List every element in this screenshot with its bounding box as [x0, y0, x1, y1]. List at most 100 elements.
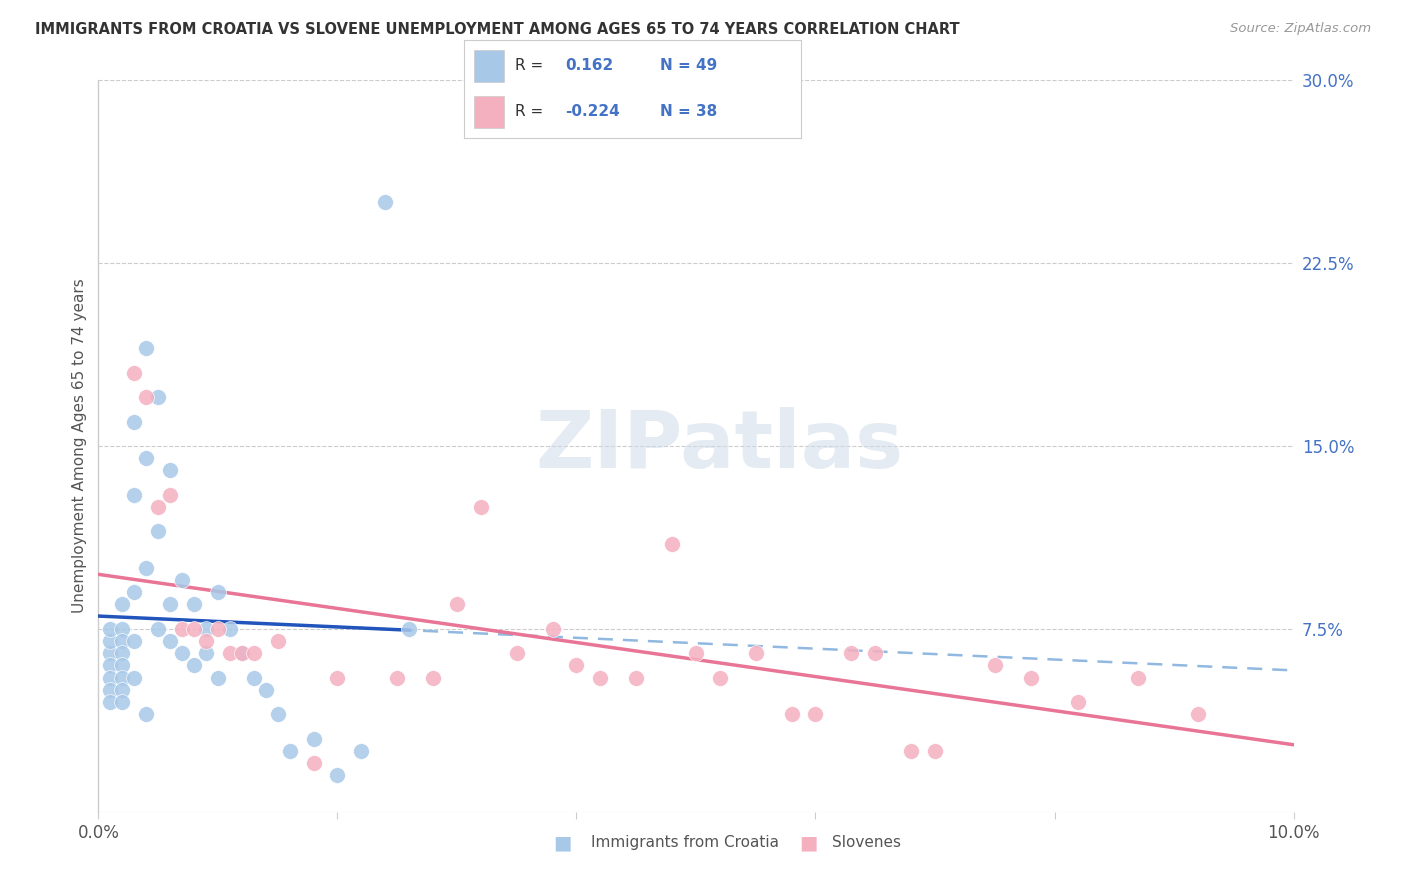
Bar	[474, 96, 505, 128]
Point	[135, 561, 157, 575]
Point	[1067, 695, 1090, 709]
Point	[278, 744, 301, 758]
Point	[350, 744, 373, 758]
Point	[470, 500, 492, 514]
Point	[1019, 671, 1042, 685]
Point	[111, 671, 134, 685]
Point	[135, 707, 157, 722]
Point	[745, 646, 768, 660]
Point	[172, 573, 194, 587]
Point	[183, 598, 205, 612]
Point	[243, 671, 266, 685]
Point	[100, 682, 122, 697]
Point	[267, 634, 290, 648]
Point	[422, 671, 444, 685]
Text: -0.224: -0.224	[565, 104, 620, 120]
Bar	[474, 50, 505, 82]
Point	[219, 622, 242, 636]
Point	[124, 634, 146, 648]
Point	[302, 731, 325, 746]
Point	[100, 646, 122, 660]
Point	[924, 744, 946, 758]
Point	[446, 598, 468, 612]
Point	[148, 500, 170, 514]
Point	[207, 622, 229, 636]
Point	[231, 646, 253, 660]
Point	[148, 524, 170, 539]
Text: ■: ■	[799, 833, 818, 853]
Point	[183, 622, 205, 636]
Point	[100, 634, 122, 648]
Text: ZIPatlas: ZIPatlas	[536, 407, 904, 485]
Point	[685, 646, 707, 660]
Point	[267, 707, 290, 722]
Point	[100, 695, 122, 709]
Point	[111, 695, 134, 709]
Y-axis label: Unemployment Among Ages 65 to 74 years: Unemployment Among Ages 65 to 74 years	[72, 278, 87, 614]
Point	[172, 646, 194, 660]
Text: Source: ZipAtlas.com: Source: ZipAtlas.com	[1230, 22, 1371, 36]
Point	[231, 646, 253, 660]
Point	[541, 622, 564, 636]
Point	[326, 768, 349, 782]
Text: R =: R =	[515, 58, 543, 73]
Text: ■: ■	[553, 833, 572, 853]
Point	[124, 488, 146, 502]
Point	[135, 451, 157, 466]
Point	[111, 598, 134, 612]
Point	[111, 622, 134, 636]
Point	[100, 671, 122, 685]
Point	[661, 536, 683, 550]
Point	[589, 671, 612, 685]
Point	[984, 658, 1007, 673]
Text: R =: R =	[515, 104, 543, 120]
Point	[159, 488, 181, 502]
Point	[135, 390, 157, 404]
Point	[1187, 707, 1209, 722]
Point	[626, 671, 648, 685]
Point	[1128, 671, 1150, 685]
Point	[172, 622, 194, 636]
Point	[100, 622, 122, 636]
Point	[709, 671, 731, 685]
Point	[159, 598, 181, 612]
Point	[195, 634, 218, 648]
Point	[374, 195, 396, 210]
Point	[506, 646, 529, 660]
Point	[302, 756, 325, 770]
Point	[148, 622, 170, 636]
Point	[111, 646, 134, 660]
Point	[124, 671, 146, 685]
Point	[900, 744, 922, 758]
Point	[254, 682, 277, 697]
Point	[565, 658, 588, 673]
Text: Slovenes: Slovenes	[832, 836, 901, 850]
Point	[841, 646, 863, 660]
Point	[780, 707, 803, 722]
Point	[159, 634, 181, 648]
Point	[159, 463, 181, 477]
Point	[207, 585, 229, 599]
Point	[124, 366, 146, 380]
Point	[148, 390, 170, 404]
Point	[124, 585, 146, 599]
Point	[398, 622, 420, 636]
Point	[100, 658, 122, 673]
Point	[865, 646, 887, 660]
Point	[207, 671, 229, 685]
Text: 0.162: 0.162	[565, 58, 613, 73]
Point	[195, 622, 218, 636]
Point	[111, 658, 134, 673]
Point	[219, 646, 242, 660]
Point	[183, 658, 205, 673]
Point	[135, 342, 157, 356]
Point	[111, 682, 134, 697]
Point	[195, 646, 218, 660]
Text: Immigrants from Croatia: Immigrants from Croatia	[591, 836, 779, 850]
Point	[804, 707, 827, 722]
Text: IMMIGRANTS FROM CROATIA VS SLOVENE UNEMPLOYMENT AMONG AGES 65 TO 74 YEARS CORREL: IMMIGRANTS FROM CROATIA VS SLOVENE UNEMP…	[35, 22, 960, 37]
Text: N = 49: N = 49	[659, 58, 717, 73]
Point	[111, 634, 134, 648]
Point	[326, 671, 349, 685]
Text: N = 38: N = 38	[659, 104, 717, 120]
